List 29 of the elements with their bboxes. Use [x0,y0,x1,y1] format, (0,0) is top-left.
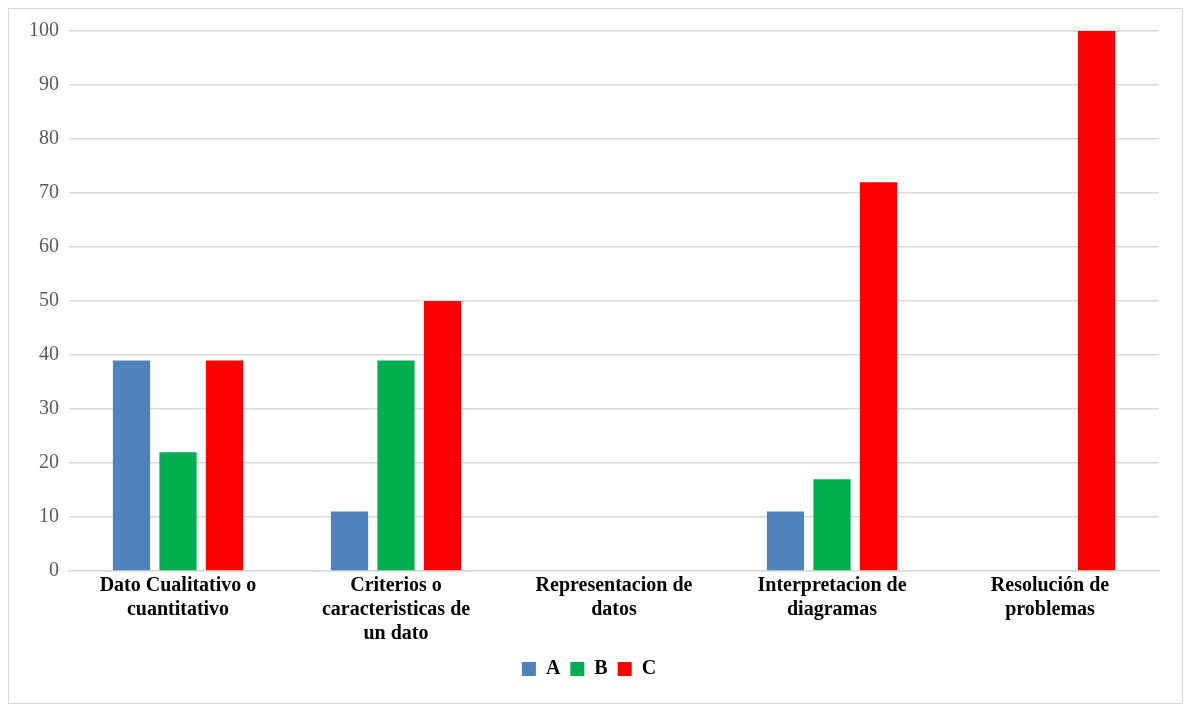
bar [377,360,415,571]
y-tick-label: 100 [29,18,59,41]
y-tick-label: 80 [39,126,59,149]
bar [159,452,197,571]
bar [1077,31,1116,571]
y-tick-label: 40 [39,342,59,365]
y-tick-label: 0 [49,558,59,581]
y-tick-label: 20 [39,450,59,473]
bar [330,511,369,571]
y-tick-label: 70 [39,180,59,203]
y-tick-label: 10 [39,504,59,527]
y-tick-label: 30 [39,396,59,419]
x-tick-label: Resolución de problemas [990,573,1110,621]
bar [112,360,151,571]
x-tick-label: Dato Cualitativo o cuantitativo [99,573,257,620]
bar [859,182,898,571]
x-tick-label: Representacion de datos [535,573,693,620]
legend-label: A [545,656,561,679]
bar [813,479,851,571]
bar [205,360,244,571]
y-tick-label: 50 [39,288,59,311]
x-tick-label: Interpretacion de diagramas [757,573,907,621]
y-tick-label: 90 [39,72,59,95]
bar [423,301,462,571]
legend-label: C [641,656,657,679]
legend-label: B [594,656,608,679]
y-tick-label: 60 [39,234,59,257]
x-tick-label: Criterios o caracteristicas de un dato [321,573,471,644]
bar [766,511,805,571]
